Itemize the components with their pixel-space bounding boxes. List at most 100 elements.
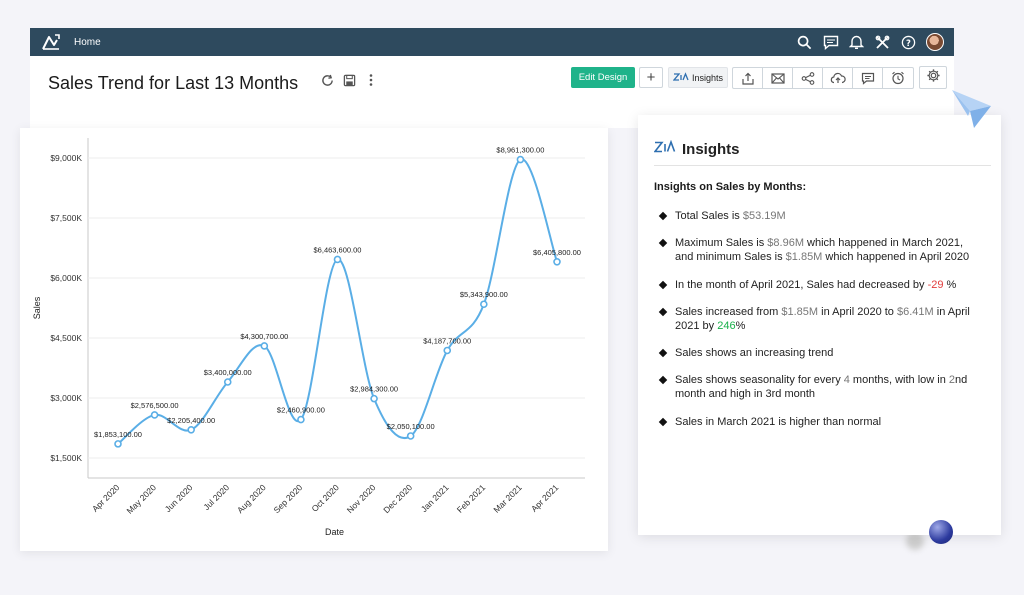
settings-button[interactable] — [919, 66, 947, 89]
data-point — [443, 346, 452, 355]
user-avatar[interactable] — [926, 33, 944, 51]
decorative-blur-dot — [906, 532, 924, 550]
insight-value: $8.96M — [767, 237, 804, 249]
topbar-actions: ? — [796, 33, 944, 51]
insight-item: Total Sales is $53.19M — [658, 209, 983, 223]
more-vertical-icon[interactable] — [364, 73, 378, 87]
discuss-icon[interactable] — [853, 68, 883, 88]
data-point — [516, 155, 525, 164]
decorative-blue-ball — [929, 520, 953, 544]
x-tick-label: Jan 2021 — [419, 482, 451, 514]
x-tick-label: Feb 2021 — [455, 482, 488, 515]
insight-text: in April 2021 by — [675, 306, 970, 332]
insight-value: 246 — [717, 320, 736, 332]
data-label: $2,050,100.00 — [387, 422, 435, 431]
search-icon[interactable] — [796, 34, 813, 51]
data-point — [187, 425, 195, 434]
insights-panel: Insights Insights on Sales by Months: To… — [638, 115, 1001, 535]
insight-item: Maximum Sales is $8.96M which happened i… — [658, 236, 983, 264]
insight-text: Sales in March 2021 is higher than norma… — [675, 416, 882, 428]
y-tick-label: $9,000K — [50, 153, 82, 163]
data-point — [150, 411, 159, 419]
x-tick-label: Jul 2020 — [201, 482, 231, 512]
zia-icon — [672, 71, 689, 84]
add-button[interactable]: + — [639, 67, 663, 88]
x-tick-label: Jun 2020 — [163, 482, 195, 514]
save-icon[interactable] — [342, 73, 356, 87]
x-tick-label: Aug 2020 — [235, 482, 268, 515]
sales-series-line — [117, 158, 558, 445]
x-tick-label: Dec 2020 — [381, 482, 414, 515]
data-label: $6,463,600.00 — [314, 245, 362, 254]
insight-value: 2 — [948, 374, 956, 386]
data-point — [114, 440, 122, 448]
insight-item: Sales in March 2021 is higher than norma… — [658, 415, 983, 429]
cloud-upload-icon[interactable] — [823, 68, 853, 88]
insight-text: months, with low in — [849, 374, 949, 386]
data-label: $8,961,300.00 — [496, 146, 544, 155]
x-tick-label: May 2020 — [125, 482, 159, 516]
insight-text: Sales increased from — [675, 306, 782, 318]
comment-icon[interactable] — [822, 34, 839, 51]
insight-text: Sales shows seasonality for every — [675, 374, 844, 386]
y-tick-label: $6,000K — [50, 273, 82, 283]
y-tick-label: $7,500K — [50, 213, 82, 223]
y-tick-label: $1,500K — [50, 453, 82, 463]
insights-title: Insights — [682, 141, 740, 158]
insight-text: Maximum Sales is — [675, 237, 768, 249]
x-tick-label: Apr 2021 — [529, 482, 561, 514]
insight-item: Sales increased from $1.85M in April 202… — [658, 305, 983, 333]
insights-button[interactable]: Insights — [668, 67, 728, 88]
data-label: $6,405,800.00 — [533, 248, 581, 257]
data-label: $1,853,100.00 — [94, 430, 142, 439]
nav-home-link[interactable]: Home — [74, 36, 101, 48]
insight-text: % — [943, 279, 957, 291]
x-tick-label: Nov 2020 — [345, 482, 378, 515]
insight-text: Total Sales is — [675, 210, 743, 222]
insight-text: which happened in March 2021, and minimu… — [675, 237, 963, 263]
data-label: $4,300,700.00 — [240, 332, 288, 341]
analytics-logo-icon[interactable] — [40, 31, 62, 53]
data-label: $2,205,400.00 — [167, 416, 215, 425]
insight-value: $6.41M — [896, 306, 934, 318]
alarm-icon[interactable] — [883, 68, 913, 88]
data-point — [223, 378, 232, 386]
divider — [654, 165, 991, 166]
insight-text: Sales shows an increasing trend — [675, 347, 834, 359]
data-label: $2,460,900.00 — [277, 406, 325, 415]
data-label: $2,576,500.00 — [131, 401, 179, 410]
gear-icon — [926, 68, 941, 88]
edit-design-button[interactable]: Edit Design — [571, 67, 635, 88]
data-point — [260, 342, 269, 350]
insights-header: Insights — [638, 115, 1001, 165]
data-point — [553, 257, 561, 266]
insight-text: % — [735, 320, 746, 332]
top-navigation-bar: Home ? — [30, 28, 954, 56]
y-tick-label: $3,000K — [50, 393, 82, 403]
email-icon[interactable] — [763, 68, 793, 88]
insight-text: in April 2020 to — [818, 306, 897, 318]
export-icon[interactable] — [733, 68, 763, 88]
insights-subtitle: Insights on Sales by Months: — [654, 181, 807, 193]
bell-icon[interactable] — [848, 34, 865, 51]
share-icon[interactable] — [793, 68, 823, 88]
x-axis-title: Date — [325, 527, 344, 537]
page-title: Sales Trend for Last 13 Months — [48, 73, 299, 93]
paper-plane-icon — [948, 86, 994, 137]
help-icon[interactable]: ? — [900, 34, 917, 51]
insight-item: Sales shows seasonality for every 4 mont… — [658, 373, 983, 401]
data-label: $2,984,300.00 — [350, 385, 398, 394]
tools-icon[interactable] — [874, 34, 891, 51]
data-label: $4,187,700.00 — [423, 336, 471, 345]
data-point — [333, 255, 342, 264]
insight-item: Sales shows an increasing trend — [658, 346, 983, 360]
insight-value: $53.19M — [742, 210, 786, 222]
x-tick-label: Sep 2020 — [272, 482, 305, 515]
data-point — [406, 432, 415, 440]
refresh-icon[interactable] — [320, 73, 334, 87]
title-actions — [320, 73, 378, 87]
data-point — [370, 394, 378, 403]
insight-value: 4 — [843, 374, 850, 386]
x-tick-label: Mar 2021 — [491, 482, 524, 515]
insight-text: nd month and high in 3rd month — [675, 374, 968, 400]
